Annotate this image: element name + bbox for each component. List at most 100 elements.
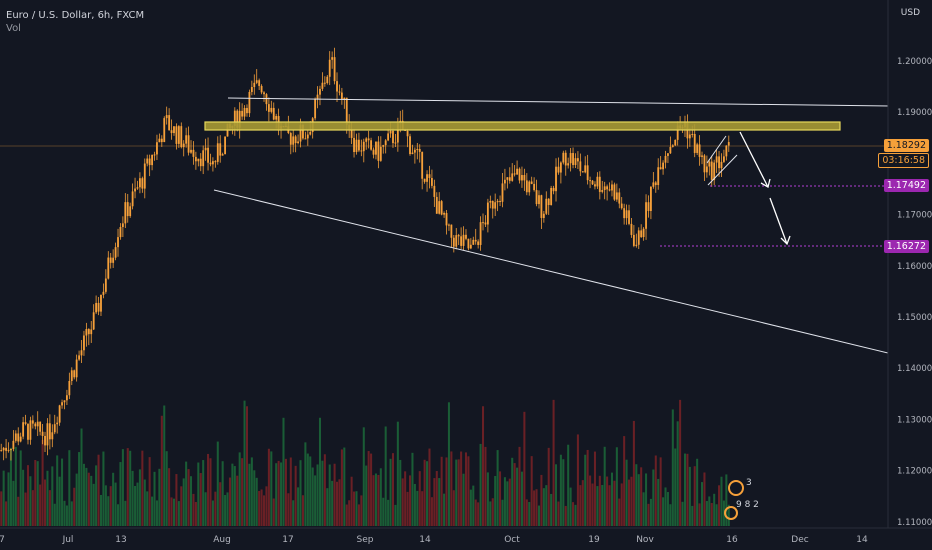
volume-bar [134, 485, 137, 526]
candle-body [304, 138, 307, 140]
candle-body [345, 97, 348, 125]
candle-body [302, 124, 304, 139]
volume-bar [29, 476, 32, 526]
candle-body [267, 104, 270, 112]
candle-body [693, 133, 696, 153]
candle-body [516, 168, 518, 175]
volume-bar [39, 484, 42, 526]
candle-body [710, 161, 713, 180]
upper-trendline[interactable] [227, 97, 893, 107]
candle-body [87, 329, 90, 335]
volume-bar [372, 475, 375, 526]
volume-bar [282, 417, 285, 526]
price-axis[interactable]: 1.20000 1.19000 1.17000 1.16000 1.15000 1.140… [887, 0, 932, 528]
candle-body [194, 156, 197, 162]
candle-body [44, 435, 46, 446]
volume-label[interactable]: Vol [6, 23, 21, 34]
volume-bar [19, 450, 22, 526]
candle-body [160, 138, 163, 143]
drawings[interactable] [0, 97, 893, 355]
candle-body [107, 257, 110, 279]
volume-bar [263, 495, 266, 526]
candle-body [630, 223, 633, 235]
volume-bar [75, 473, 78, 526]
volume-bar [80, 428, 83, 526]
volume-bar [666, 492, 669, 526]
volume-bar [423, 459, 426, 526]
volume-bar [185, 461, 188, 526]
volume-bar [440, 456, 443, 526]
candle-body [5, 447, 7, 451]
volume-bar [362, 427, 365, 526]
volume-bar [82, 463, 85, 526]
volume-bar [674, 448, 677, 526]
symbol-title[interactable]: Euro / U.S. Dollar, 6h, FXCM [6, 10, 145, 21]
candle-body [628, 210, 630, 224]
volume-bar [336, 481, 339, 526]
volume-bar [620, 483, 623, 526]
volume-bar [17, 496, 20, 526]
volume-bar [31, 490, 34, 526]
volume-bar [226, 492, 229, 526]
volume-bar [399, 459, 402, 526]
volume-bar [579, 485, 582, 526]
candle-body [97, 302, 100, 312]
volume-bar [65, 505, 68, 526]
volume-bar [379, 468, 382, 526]
volume-bar [520, 471, 523, 526]
candle-body [117, 237, 119, 248]
volume-bar [416, 490, 419, 526]
volume-bar [562, 459, 565, 526]
volume-bar [591, 483, 594, 526]
candle-body [696, 144, 699, 153]
candle-body [713, 162, 716, 180]
volume-bar [506, 481, 509, 526]
candle-body [601, 190, 604, 192]
candle-body [192, 149, 195, 157]
candle-body [501, 183, 504, 202]
volume-bar [211, 500, 214, 526]
volume-bar [647, 503, 650, 526]
candle-body [48, 423, 51, 440]
volume-bar [645, 473, 648, 526]
volume-bar [151, 496, 154, 526]
volume-bar [233, 466, 236, 526]
volume-bar [715, 504, 718, 526]
candle-body [31, 420, 34, 424]
price-tick-label: 1.11000 [897, 518, 932, 528]
candle-body [139, 178, 141, 188]
volume-bar [61, 458, 64, 526]
candle-body [333, 57, 336, 82]
volume-bar [275, 463, 278, 526]
volume-bar [277, 460, 280, 526]
volume-bar [5, 501, 8, 526]
volume-bar [331, 480, 334, 526]
candle-body [185, 135, 188, 144]
volume-bar [214, 491, 217, 526]
candle-body [338, 91, 341, 93]
indicator-badge[interactable]: 3 9 8 2 [722, 478, 762, 522]
candle-body [46, 423, 49, 446]
volume-bar [637, 474, 640, 526]
candle-body [95, 302, 98, 313]
lower-trendline[interactable] [213, 189, 893, 355]
candle-body [379, 146, 382, 161]
candle-body [662, 162, 664, 170]
volume-bar [662, 497, 665, 526]
volume-bar [165, 451, 168, 526]
resistance-zone[interactable] [204, 121, 841, 131]
badge-icon-2 [724, 506, 738, 520]
volume-bar [589, 475, 592, 526]
volume-bar [718, 485, 721, 526]
candle-body [260, 85, 263, 93]
volume-bar [219, 482, 222, 526]
volume-bar [170, 497, 173, 526]
volume-bar [90, 475, 93, 526]
volume-bar [681, 501, 684, 526]
currency-label[interactable]: USD [900, 8, 920, 18]
volume-bar [552, 399, 555, 526]
candle-body [136, 187, 139, 189]
volume-bar [669, 504, 672, 526]
time-axis[interactable]: 7 Jul 13 Aug 17 Sep 14 Oct 19 Nov 16 Dec 14 [0, 527, 932, 545]
